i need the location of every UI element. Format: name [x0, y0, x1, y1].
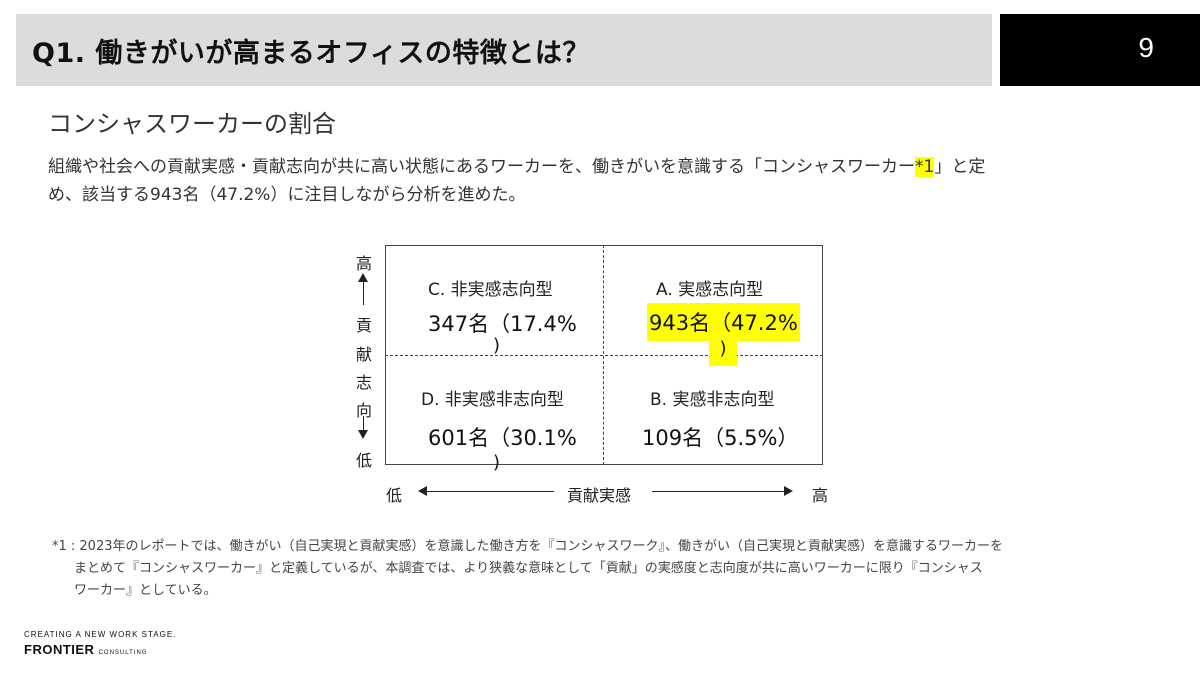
- y-axis-high-label: 高: [355, 254, 372, 273]
- x-axis-right-arrow-icon: [784, 486, 793, 496]
- quadrant-a-label: A. 実感志向型: [656, 280, 764, 300]
- x-axis-high-label: 高: [812, 486, 829, 505]
- quadrant-d-label: D. 非実感非志向型: [421, 390, 564, 410]
- quadrant-c-value: 347名（17.4%: [428, 312, 577, 336]
- intro-line2-text: め、該当する943名（47.2%）に注目しながら分析を進めた。: [48, 185, 526, 205]
- page-number: 9: [1138, 32, 1154, 63]
- quadrant-c-tail: ): [493, 335, 501, 356]
- logo-suffix: CONSULTING: [98, 650, 148, 656]
- footnote-line-1: *1 : 2023年のレポートでは、働きがい（自己実現と貢献実感）を意識した働き…: [52, 539, 1004, 554]
- footnote-marker: *1: [915, 157, 935, 177]
- x-axis-left-line: [426, 491, 554, 492]
- y-axis-label-char-3: 志: [355, 373, 372, 392]
- y-axis-label-char-4: 向: [355, 401, 372, 420]
- title-band: [16, 14, 992, 86]
- quadrant-d-value: 601名（30.1%: [428, 426, 577, 450]
- x-axis-left-arrow-icon: [418, 486, 427, 496]
- quadrant-d-tail: ): [493, 452, 501, 473]
- quadrant-c-label: C. 非実感志向型: [428, 280, 553, 300]
- footnote-line-3: ワーカー』としている。: [74, 583, 217, 598]
- quadrant-b-label: B. 実感非志向型: [650, 390, 775, 410]
- company-logo: FRONTIER CONSULTING: [24, 642, 147, 657]
- y-axis-low-label: 低: [355, 451, 372, 470]
- intro-line1-text: 組織や社会への貢献実感・貢献志向が共に高い状態にあるワーカーを、働きがいを意識す…: [48, 157, 915, 177]
- quadrant-a-tail: ): [709, 338, 737, 366]
- page-title: Q1. 働きがいが高まるオフィスの特徴とは？: [32, 38, 590, 69]
- x-axis-right-line: [652, 491, 784, 492]
- y-axis-upper-line: [363, 281, 364, 305]
- footnote-line-2: まとめて『コンシャスワーカー』と定義しているが、本調査では、より狭義な意味として…: [74, 561, 983, 576]
- x-axis-low-label: 低: [386, 486, 403, 505]
- quadrant-b-value: 109名（5.5%）: [642, 426, 799, 450]
- logo-tagline: CREATING A NEW WORK STAGE.: [24, 630, 177, 639]
- logo-name: FRONTIER: [24, 642, 95, 657]
- section-subtitle: コンシャスワーカーの割合: [48, 110, 336, 138]
- intro-line1-tail: 」と定: [934, 157, 986, 177]
- x-axis-label: 貢献実感: [567, 486, 632, 505]
- footnote: *1 : 2023年のレポートでは、働きがい（自己実現と貢献実感）を意識した働き…: [52, 536, 1142, 602]
- matrix-horizontal-divider: [385, 355, 823, 356]
- y-axis-lower-line: [363, 416, 364, 430]
- intro-paragraph: 組織や社会への貢献実感・貢献志向が共に高い状態にあるワーカーを、働きがいを意識す…: [48, 153, 1158, 209]
- y-axis-label-char-1: 貢: [355, 316, 372, 335]
- y-axis-down-arrow-icon: [358, 430, 368, 439]
- y-axis-up-arrow-icon: [358, 273, 368, 282]
- y-axis-label-char-2: 献: [355, 345, 372, 364]
- page-number-box: [1000, 14, 1200, 86]
- quadrant-a-value: 943名（47.2%: [647, 303, 800, 341]
